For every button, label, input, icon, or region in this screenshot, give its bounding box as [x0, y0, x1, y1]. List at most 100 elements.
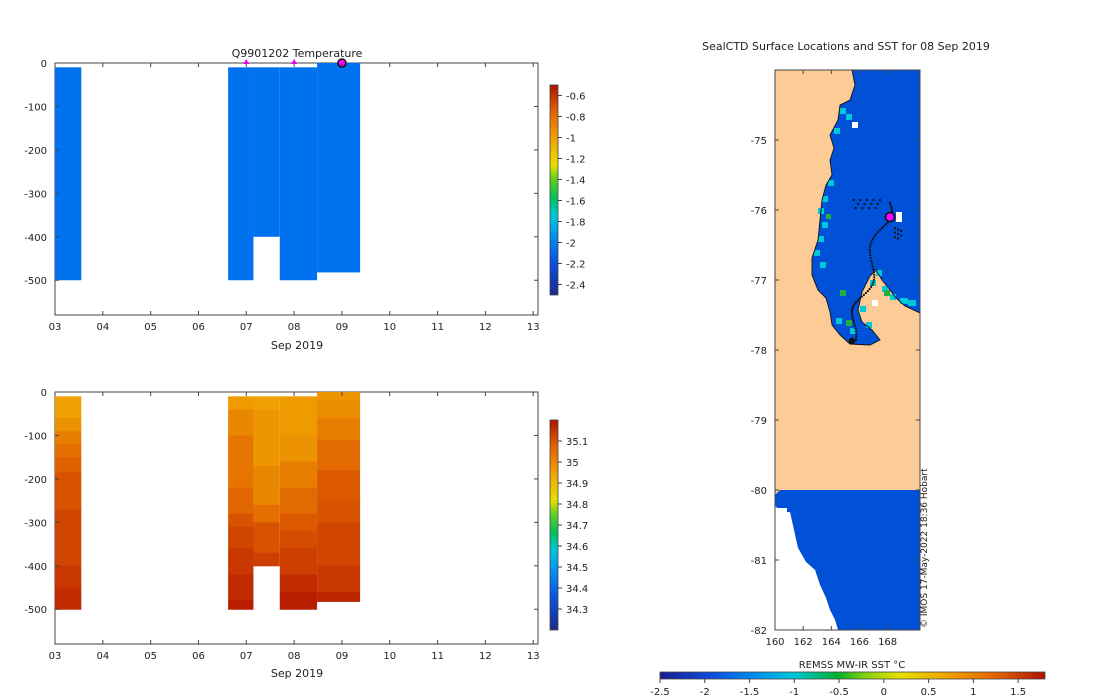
map-x-tick-label: 166 — [850, 637, 869, 648]
map-x-tick-label: 160 — [765, 637, 784, 648]
salinity-profile-cell — [253, 552, 280, 567]
seal-track-point — [853, 324, 857, 328]
salinity-x-tick-label: 13 — [527, 651, 540, 662]
sst-colorbar-label: REMSS MW-IR SST °C — [799, 660, 906, 671]
temperature-x-tick-label: 12 — [479, 322, 492, 333]
seal-track-point — [855, 333, 858, 336]
salinity-profile-cell — [253, 522, 280, 554]
ocean-southern-block — [775, 490, 920, 630]
seal-track-point — [854, 206, 857, 210]
temperature-title: Q9901202 Temperature — [232, 47, 363, 60]
seal-track-point — [868, 248, 871, 251]
sst-colorbar-tick-label: -1.5 — [740, 687, 760, 698]
white-gap-shape — [775, 512, 838, 630]
sst-colorbar-tick-label: 1.5 — [1010, 687, 1026, 698]
map-x-ticks: 160 162 164 166 168 — [765, 70, 897, 648]
temperature-colorbar-ticks: -0.6 -0.8 -1 -1.2 -1.4 -1.6 -1.8 -2 -2.2 -2.4 — [558, 92, 586, 292]
seal-track-point — [873, 273, 876, 276]
seal-track-point — [863, 202, 866, 206]
seal-track-point — [872, 268, 875, 271]
salinity-colorbar — [549, 419, 559, 631]
seal-track-point — [858, 297, 861, 300]
salinity-x-tick-label: 04 — [96, 651, 109, 662]
seal-track-point — [851, 308, 854, 311]
temperature-colorbar-tick-label: -0.8 — [566, 113, 586, 124]
coastal-sst-pixels — [814, 108, 916, 334]
sst-colorbar — [659, 671, 1046, 680]
salinity-y-tick-label: -300 — [24, 518, 47, 529]
salinity-y-tick-label: -400 — [24, 562, 47, 573]
temperature-colorbar-tick-label: -2 — [566, 239, 576, 250]
salinity-profile-cell — [55, 418, 82, 432]
seal-track-point — [870, 240, 873, 243]
seal-track-point — [873, 276, 876, 279]
seal-track-point — [888, 201, 892, 205]
seal-track-point — [871, 283, 874, 286]
salinity-profile-cell — [279, 487, 318, 515]
seal-track-point — [859, 198, 862, 202]
salinity-profile-cell — [317, 500, 361, 523]
sst-colorbar-tick-label: 0 — [881, 687, 887, 698]
salinity-y-tick-label: -500 — [24, 605, 47, 616]
salinity-profile-cell — [317, 418, 361, 441]
temperature-colorbar-tick-label: -1 — [566, 134, 576, 145]
salinity-profile-cell — [279, 548, 318, 575]
seal-track-point — [880, 227, 884, 230]
salinity-colorbar-tick-label: 34.6 — [566, 542, 588, 553]
temperature-profiles — [55, 63, 361, 281]
seal-track-point — [851, 314, 854, 318]
temperature-profile-cell — [253, 67, 280, 237]
seal-track-point — [851, 317, 854, 320]
current-position-marker — [884, 211, 896, 223]
salinity-profile-cell — [228, 487, 254, 515]
seal-track-point — [850, 310, 853, 313]
seal-track-point — [876, 202, 879, 206]
seal-track-point — [856, 202, 860, 206]
seal-track-point — [870, 259, 873, 262]
temperature-profile-cell — [279, 67, 318, 281]
salinity-profiles — [55, 392, 361, 610]
sst-colorbar-tick-label: 0.5 — [921, 687, 937, 698]
map-y-tick-label: -76 — [751, 206, 767, 217]
sst-colorbar-tick-label: -2.5 — [650, 687, 670, 698]
seal-track-point — [872, 281, 875, 284]
temperature-x-tick-label: 13 — [527, 322, 540, 333]
seal-track-point — [854, 327, 857, 330]
salinity-colorbar-tick-label: 34.7 — [566, 521, 588, 532]
seal-track-point — [853, 302, 856, 305]
salinity-x-ticks: 03 04 05 06 07 08 09 10 11 12 13 — [49, 392, 540, 662]
temperature-colorbar-tick-label: -2.4 — [566, 281, 586, 292]
temperature-x-tick-label: 05 — [144, 322, 157, 333]
map-credit: © IMOS 17-May-2022 18:36 Hobart — [920, 468, 930, 628]
temperature-colorbar-tick-label: -1.6 — [566, 197, 586, 208]
salinity-profile-cell — [228, 513, 254, 528]
map-x-tick-label: 162 — [794, 637, 813, 648]
temperature-x-tick-label: 03 — [49, 322, 62, 333]
salinity-x-tick-label: 11 — [431, 651, 444, 662]
salinity-panel: 03 04 05 06 07 08 09 10 11 12 13 0 -100 -200 -300 -400… — [24, 388, 588, 680]
seal-track-point — [893, 231, 897, 234]
temperature-x-tick-label: 07 — [240, 322, 253, 333]
seal-track-point — [872, 278, 876, 282]
seal-track-point — [869, 256, 872, 260]
salinity-x-tick-label: 12 — [479, 651, 492, 662]
seal-track-point — [850, 312, 854, 315]
seal-track-point — [855, 300, 858, 304]
temperature-x-ticks: 03 04 05 06 07 08 09 10 11 12 13 — [49, 63, 540, 333]
temperature-colorbar-tick-label: -0.6 — [566, 92, 586, 103]
seal-track-point — [884, 223, 888, 226]
salinity-profile-cell — [55, 587, 82, 610]
temperature-colorbar-tick-label: -1.4 — [566, 176, 586, 187]
salinity-profile-cell — [228, 396, 254, 410]
temperature-x-tick-label: 11 — [431, 322, 444, 333]
salinity-profile-cell — [228, 574, 254, 602]
salinity-profile-cell — [279, 435, 318, 463]
temperature-y-tick-label: -100 — [24, 102, 47, 113]
salinity-colorbar-tick-label: 34.8 — [566, 500, 588, 511]
temperature-colorbar-tick-label: -2.2 — [566, 260, 586, 271]
seal-track-point — [886, 221, 889, 224]
salinity-profile-cell — [253, 465, 280, 506]
salinity-colorbar-tick-label: 34.9 — [566, 479, 588, 490]
seal-track-point — [874, 233, 878, 236]
temperature-y-tick-label: -400 — [24, 233, 47, 244]
